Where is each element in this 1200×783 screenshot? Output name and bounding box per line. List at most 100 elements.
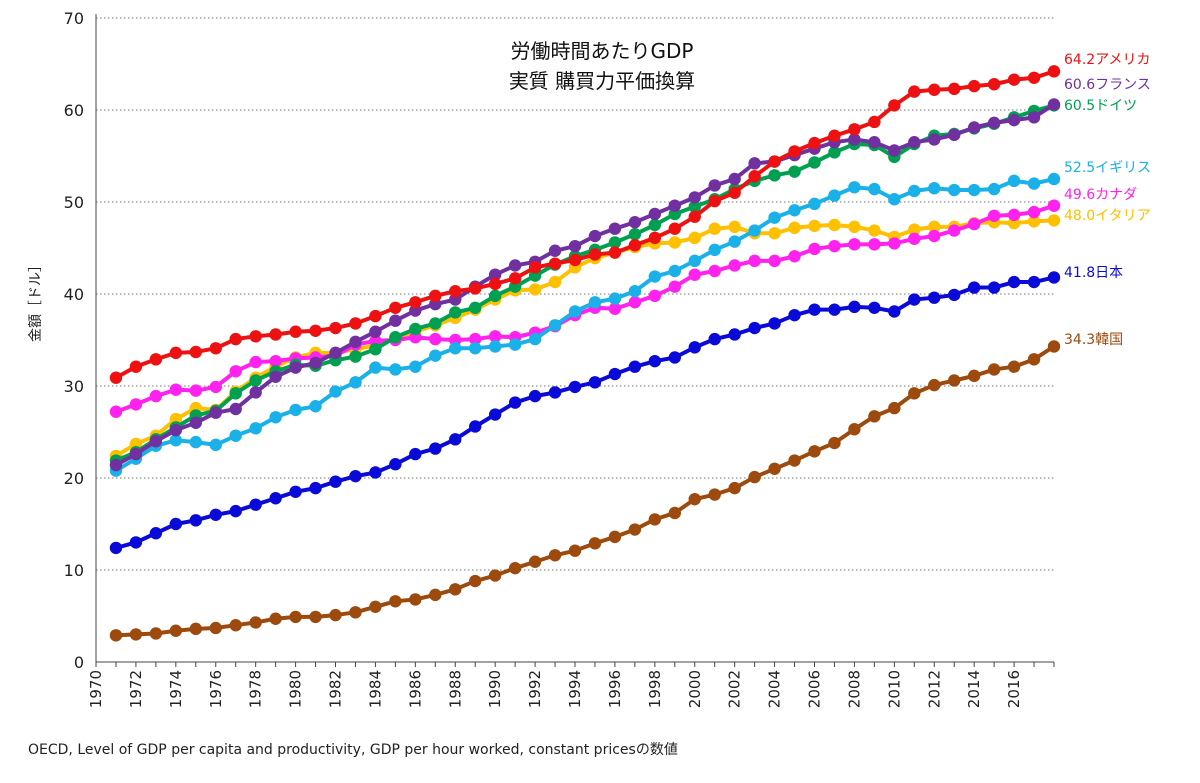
x-tick-label: 1988 <box>446 670 464 708</box>
data-point <box>488 330 502 343</box>
data-point <box>948 374 961 387</box>
x-tick-label: 2010 <box>885 670 903 708</box>
data-point <box>768 169 781 182</box>
data-point <box>868 182 881 196</box>
y-axis-label: 金額［ドル］ <box>28 258 44 342</box>
data-point <box>748 321 761 335</box>
data-point <box>748 254 761 268</box>
data-point <box>429 317 442 330</box>
data-point <box>788 250 801 263</box>
data-point <box>628 239 642 252</box>
series-lines <box>109 65 1061 642</box>
data-point <box>488 289 502 303</box>
data-point <box>449 306 462 319</box>
data-point <box>528 261 542 274</box>
data-point <box>967 217 981 231</box>
x-tick-label: 1976 <box>207 670 225 708</box>
data-point <box>149 353 163 366</box>
data-point <box>169 517 183 531</box>
data-point <box>289 325 302 338</box>
data-point <box>808 445 821 458</box>
data-point <box>1027 177 1041 190</box>
data-point <box>229 402 242 416</box>
data-point <box>568 305 582 318</box>
data-point <box>449 583 462 596</box>
data-point <box>349 376 362 389</box>
data-point <box>508 561 522 575</box>
data-point <box>728 328 741 341</box>
data-point <box>329 475 342 488</box>
data-point <box>848 423 861 436</box>
data-point <box>109 371 123 384</box>
data-point <box>987 281 1001 294</box>
data-point <box>389 331 402 344</box>
data-point <box>908 232 921 245</box>
data-point <box>469 420 482 433</box>
y-tick-label: 40 <box>64 285 84 304</box>
data-point <box>1027 353 1041 366</box>
data-point <box>389 363 402 376</box>
data-point <box>429 349 442 362</box>
data-point <box>149 389 163 403</box>
series-japan <box>109 271 1061 555</box>
data-point <box>868 224 881 237</box>
x-tick-label: 2016 <box>1005 670 1023 708</box>
data-point <box>628 228 642 241</box>
y-tick-labels: 0 10 20 30 40 50 60 70 <box>64 9 84 672</box>
data-point <box>788 221 801 234</box>
data-point <box>229 619 242 632</box>
data-point <box>1027 111 1041 124</box>
data-point <box>129 398 143 411</box>
data-point <box>209 406 222 419</box>
data-point <box>987 209 1001 222</box>
data-point <box>548 549 562 562</box>
data-point <box>1047 214 1061 227</box>
data-point <box>469 574 482 588</box>
data-point <box>488 569 502 582</box>
data-point <box>429 588 442 602</box>
data-point <box>868 410 881 423</box>
data-point <box>249 374 262 387</box>
data-point <box>568 544 582 557</box>
data-point <box>488 340 502 353</box>
data-point <box>608 530 622 544</box>
data-point <box>229 429 242 442</box>
data-point <box>469 282 482 295</box>
data-point <box>429 289 442 303</box>
x-tick-label: 1984 <box>366 670 384 708</box>
data-point <box>189 384 202 397</box>
data-point <box>908 293 921 306</box>
data-point <box>928 378 941 392</box>
data-point <box>928 220 941 234</box>
line-chart: 0 10 20 30 40 50 60 70 1970 1972 1974 1976 1978 1980… <box>28 9 1151 708</box>
data-point <box>369 361 382 374</box>
data-point <box>748 157 761 170</box>
x-tick-label: 1994 <box>566 670 584 708</box>
data-point <box>928 291 941 304</box>
data-point <box>149 527 163 540</box>
data-point <box>1007 360 1021 373</box>
data-point <box>688 231 701 245</box>
data-point <box>728 172 741 186</box>
data-point <box>508 396 522 409</box>
end-label-italy: 48.0イタリア <box>1064 208 1151 224</box>
data-point <box>449 342 462 355</box>
data-point <box>269 492 282 505</box>
data-point <box>888 237 901 250</box>
data-point <box>488 408 502 421</box>
data-point <box>1007 275 1021 289</box>
data-point <box>628 216 642 229</box>
y-tick-label: 70 <box>64 9 84 28</box>
data-point <box>1027 275 1041 289</box>
data-point <box>708 222 721 235</box>
data-point <box>908 184 921 198</box>
x-tick-label: 1982 <box>327 670 345 708</box>
data-point <box>788 308 801 322</box>
data-point <box>888 305 901 318</box>
data-point <box>369 343 382 356</box>
data-point <box>708 179 721 192</box>
data-point <box>1027 205 1041 219</box>
series-line <box>114 102 1056 467</box>
data-point <box>429 332 442 346</box>
data-point <box>768 211 781 224</box>
